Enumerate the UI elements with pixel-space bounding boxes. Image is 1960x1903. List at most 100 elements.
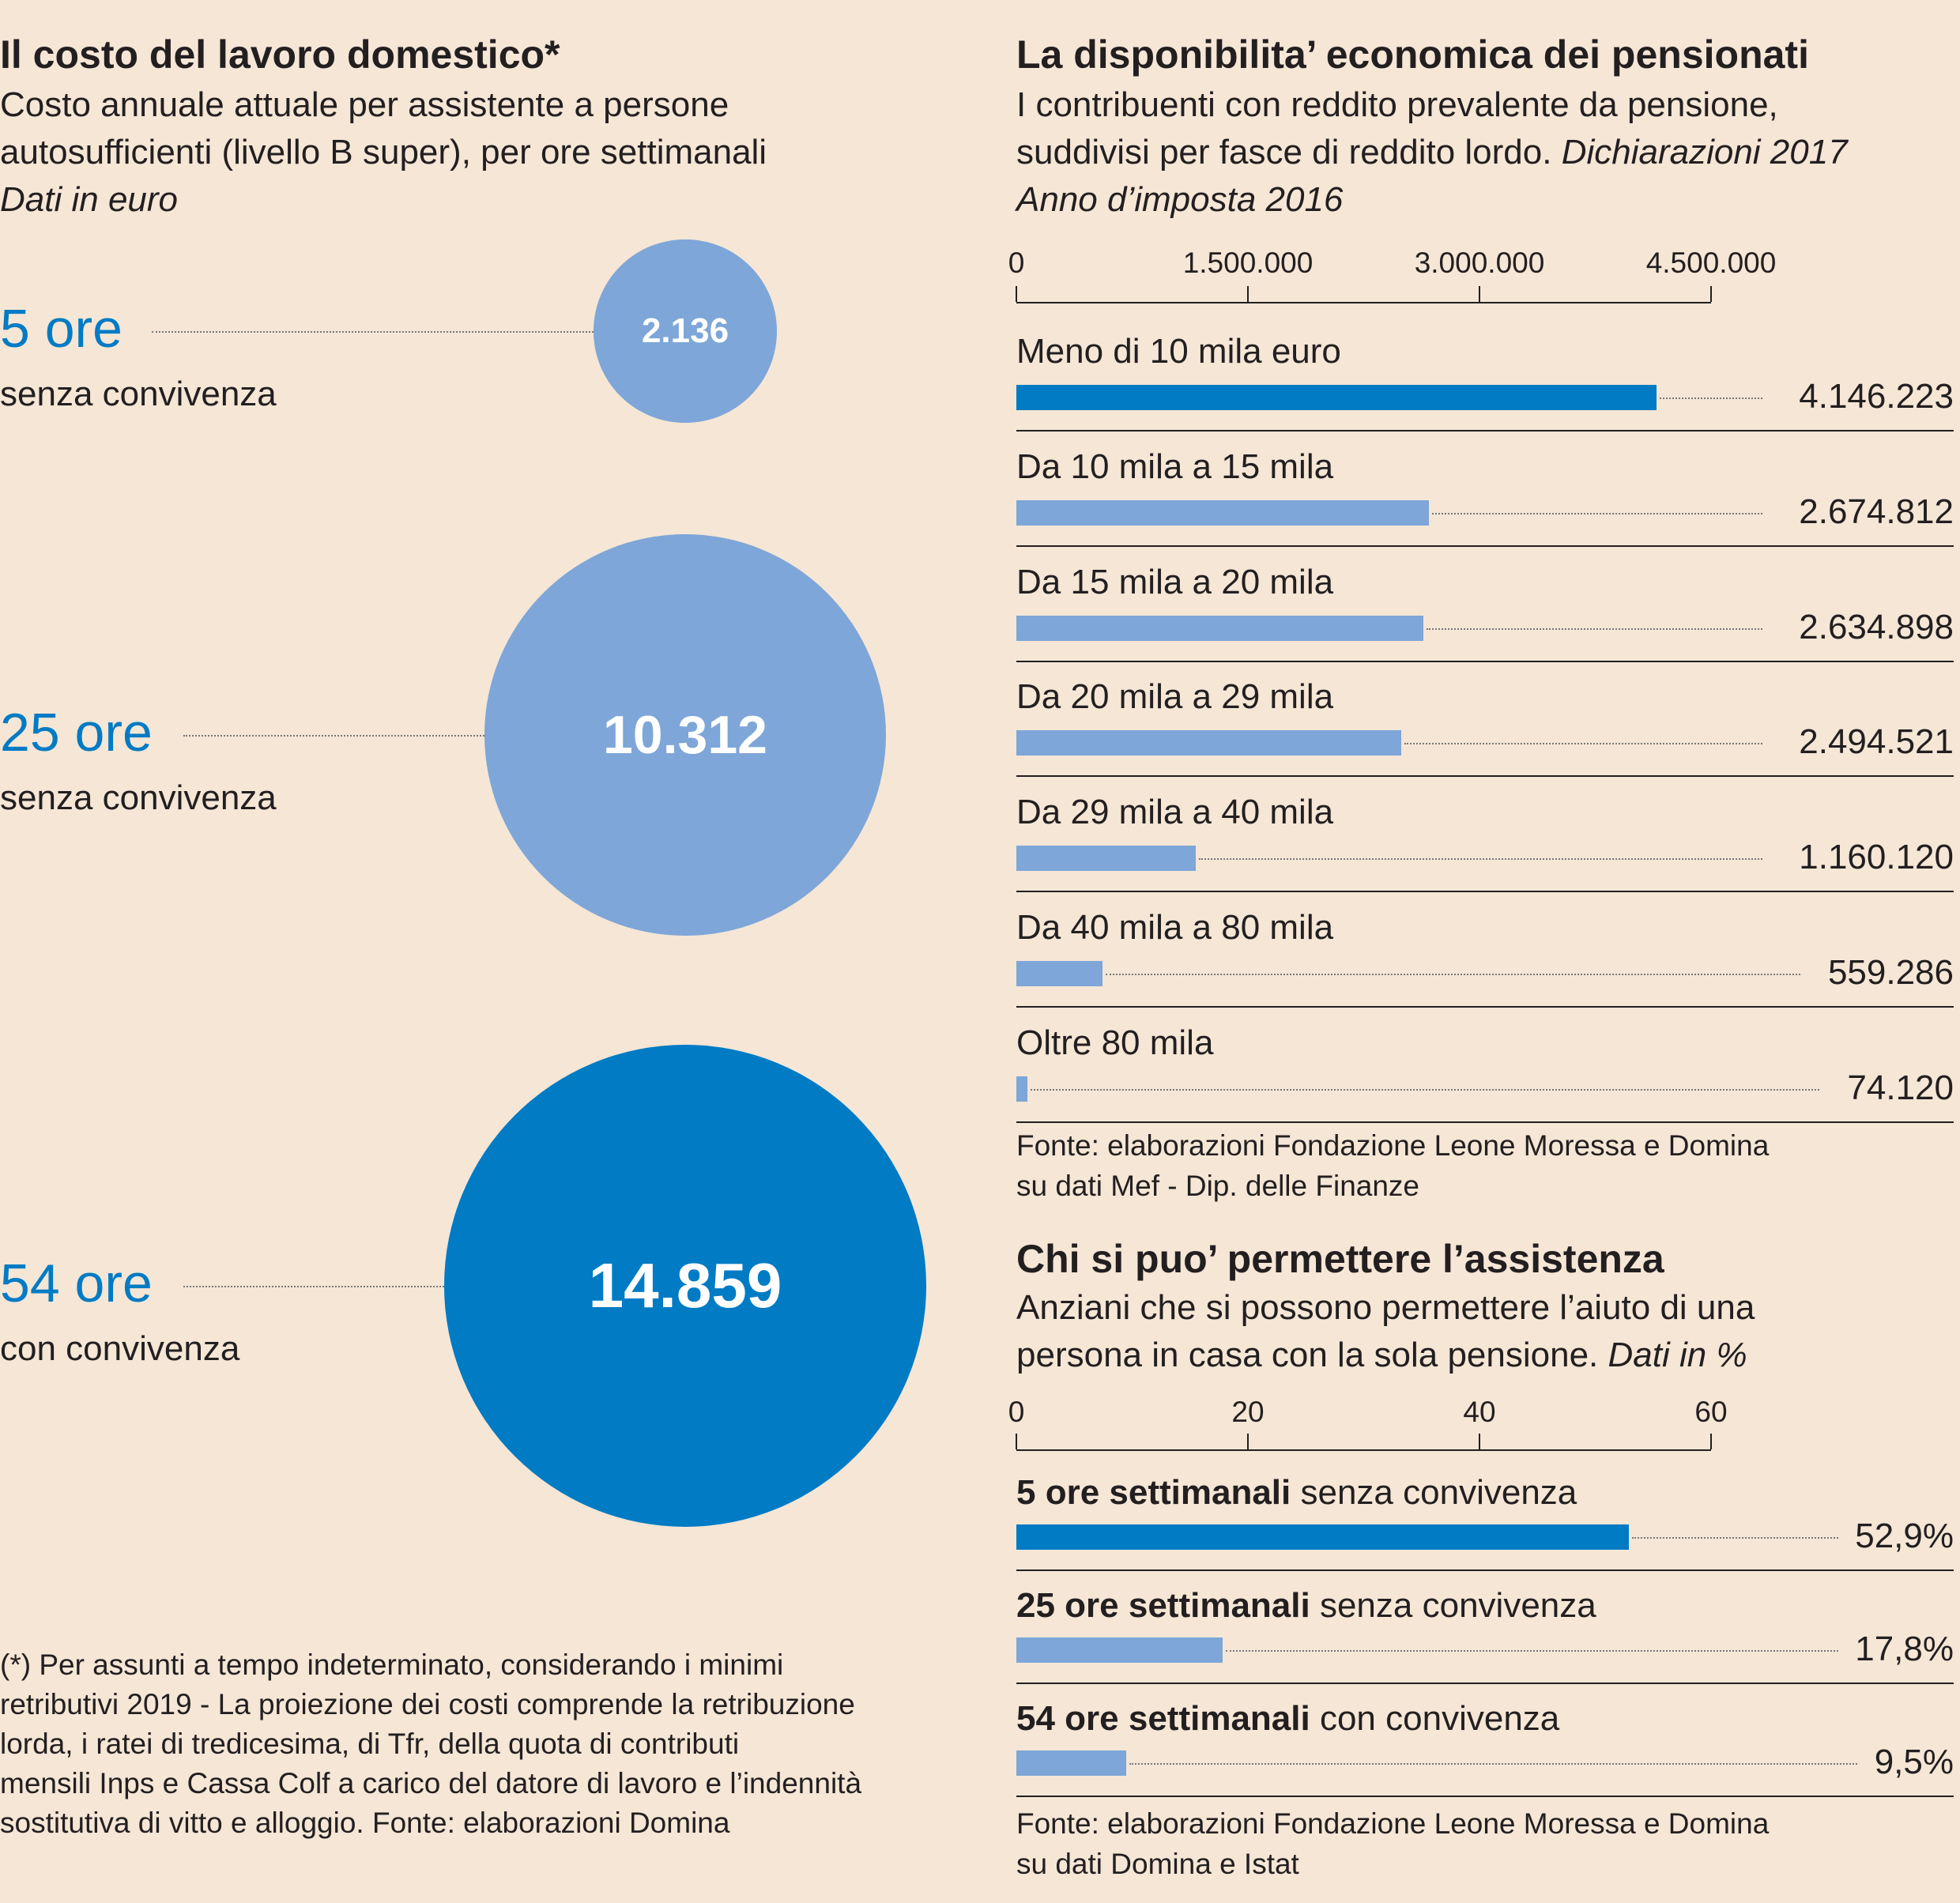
left-subtitle-1: Costo annuale attuale per assistente a p… — [0, 85, 729, 124]
left-unit: Dati in euro — [0, 180, 179, 219]
axis-tick-label: 3.000.000 — [1414, 247, 1545, 279]
cohabitation-label: senza convivenza — [0, 778, 277, 817]
leader-line — [1432, 512, 1762, 514]
category-bold: 54 ore settimanali — [1016, 1699, 1310, 1738]
leader-line — [183, 1286, 444, 1287]
axis-tick-label: 4.500.000 — [1645, 247, 1777, 279]
subtitle-italic: Dichiarazioni 2017 — [1561, 133, 1848, 171]
category-rest: senza convivenza — [1291, 1473, 1577, 1512]
row-separator — [1016, 1683, 1954, 1684]
footnote-line: mensili Inps e Cassa Colf a carico del d… — [0, 1767, 862, 1799]
value-label: 2.494.521 — [1799, 722, 1954, 762]
row-separator — [1016, 545, 1954, 547]
axis-tick — [1479, 286, 1480, 302]
bar — [1016, 615, 1423, 641]
subtitle-text: suddivisi per fasce di reddito lordo. — [1016, 133, 1552, 171]
category-bold: 25 ore settimanali — [1016, 1586, 1310, 1625]
hours-label: 5 ore — [0, 299, 122, 359]
value-label: 2.674.812 — [1799, 492, 1954, 531]
subtitle-text: persona in casa con la sola pensione. — [1016, 1336, 1599, 1374]
leader-line — [1225, 1650, 1838, 1652]
value-label: 2.634.898 — [1799, 607, 1954, 646]
axis-tick — [1247, 1434, 1249, 1449]
row-separator — [1016, 891, 1954, 893]
leader-line — [1129, 1763, 1857, 1765]
bar — [1016, 730, 1402, 756]
row-separator — [1016, 1006, 1954, 1008]
category-rest: senza convivenza — [1310, 1586, 1596, 1625]
subtitle-italic: Dati in % — [1608, 1336, 1747, 1374]
leader-line — [1198, 858, 1762, 861]
cost-bubble: 2.136 — [594, 239, 777, 423]
bar — [1016, 961, 1103, 986]
leader-line — [183, 735, 484, 737]
category-bold: 5 ore settimanali — [1016, 1473, 1291, 1512]
chart1-title: La disponibilita’ economica dei pensiona… — [1016, 32, 1809, 77]
row-separator — [1016, 775, 1954, 778]
leader-line — [1031, 1088, 1819, 1091]
axis-tick — [1016, 286, 1017, 302]
footnote-line: lorda, i ratei di tredicesima, di Tfr, d… — [0, 1728, 740, 1760]
leader-line — [1404, 743, 1762, 745]
leader-line — [1106, 974, 1800, 975]
category-label: 5 ore settimanali senza convivenza — [1016, 1473, 1577, 1513]
chart2-subtitle-2: persona in casa con la sola pensione. Da… — [1016, 1336, 1747, 1375]
category-label: Da 40 mila a 80 mila — [1016, 908, 1334, 947]
value-label: 17,8% — [1855, 1630, 1954, 1668]
value-label: 559.286 — [1827, 953, 1954, 992]
axis-line — [1016, 302, 1711, 303]
axis-tick-label: 0 — [1008, 247, 1025, 279]
chart1-subtitle-2: suddivisi per fasce di reddito lordo. Di… — [1016, 133, 1848, 172]
category-label: Meno di 10 mila euro — [1016, 332, 1341, 371]
left-subtitle-2: autosufficienti (livello B super), per o… — [0, 133, 767, 171]
source-line: Fonte: elaborazioni Fondazione Leone Mor… — [1016, 1129, 1770, 1162]
left-title: Il costo del lavoro domestico* — [0, 32, 560, 77]
bar — [1016, 1637, 1223, 1663]
value-label: 4.146.223 — [1799, 377, 1954, 416]
bar — [1016, 1076, 1028, 1102]
leader-line — [152, 331, 594, 333]
chart1-subtitle-1: I contribuenti con reddito prevalente da… — [1016, 85, 1778, 124]
axis-tick-label: 0 — [1008, 1396, 1025, 1428]
leader-line — [1631, 1537, 1838, 1539]
cohabitation-label: senza convivenza — [0, 375, 277, 413]
chart2-subtitle-1: Anziani che si possono permettere l’aiut… — [1016, 1288, 1755, 1327]
bar — [1016, 1524, 1629, 1550]
hours-label: 25 ore — [0, 703, 153, 763]
row-separator — [1016, 660, 1954, 662]
chart2-title: Chi si puo’ permettere l’assistenza — [1016, 1237, 1664, 1281]
axis-tick-label: 20 — [1231, 1396, 1265, 1428]
axis-tick — [1247, 286, 1249, 302]
value-label: 52,9% — [1855, 1517, 1954, 1555]
axis-tick — [1710, 286, 1712, 302]
source-line: su dati Domina e Istat — [1016, 1848, 1299, 1880]
axis-tick — [1479, 1434, 1480, 1449]
category-rest: con convivenza — [1310, 1699, 1560, 1738]
row-separator — [1016, 1796, 1954, 1797]
bar — [1016, 846, 1196, 872]
category-label: 54 ore settimanali con convivenza — [1016, 1699, 1559, 1739]
axis-tick-label: 60 — [1694, 1396, 1728, 1428]
axis-line — [1016, 1449, 1711, 1451]
cost-bubble: 14.859 — [444, 1045, 926, 1527]
cohabitation-label: con convivenza — [0, 1329, 240, 1368]
cost-bubble: 10.312 — [484, 533, 887, 936]
chart1-subtitle-3: Anno d’imposta 2016 — [1016, 180, 1344, 219]
footnote-line: retributivi 2019 - La proiezione dei cos… — [0, 1688, 855, 1720]
row-separator — [1016, 430, 1954, 431]
row-separator — [1016, 1570, 1954, 1571]
footnote-line: (*) Per assunti a tempo indeterminato, c… — [0, 1649, 784, 1681]
leader-line — [1659, 398, 1762, 399]
value-label: 74.120 — [1847, 1068, 1954, 1107]
value-label: 9,5% — [1874, 1743, 1954, 1781]
category-label: 25 ore settimanali senza convivenza — [1016, 1586, 1596, 1626]
bar — [1016, 1750, 1127, 1776]
category-label: Oltre 80 mila — [1016, 1023, 1214, 1062]
leader-line — [1426, 627, 1762, 630]
axis-tick — [1016, 1434, 1017, 1449]
category-label: Da 20 mila a 29 mila — [1016, 677, 1334, 717]
axis-tick — [1710, 1434, 1712, 1449]
category-label: Da 10 mila a 15 mila — [1016, 447, 1334, 486]
bar — [1016, 385, 1657, 410]
